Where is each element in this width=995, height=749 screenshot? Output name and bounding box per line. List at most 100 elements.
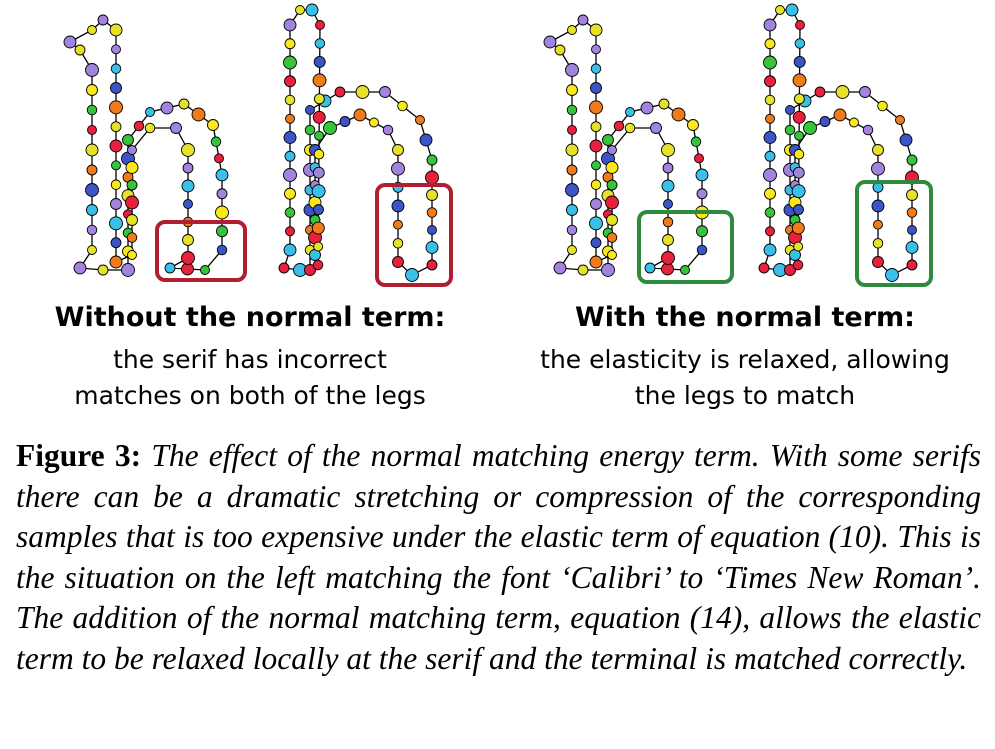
- right-sans-h-sample-dot: [589, 139, 603, 153]
- left-sans-h-sample-dot: [160, 101, 174, 115]
- right-serif-h-sample-dot: [764, 150, 776, 162]
- right-serif-h-sample-dot: [906, 189, 918, 201]
- right-sans-h-sample-dot: [696, 244, 708, 256]
- right-sans-h-sample-dot: [565, 63, 579, 77]
- left-serif-h-sample-dot: [426, 189, 438, 201]
- right-serif-h-sample-dot: [859, 86, 871, 98]
- left-sans-h-sample-dot: [200, 265, 210, 275]
- left-sans-h-sample-dot: [111, 160, 121, 171]
- left-serif-h-sample-dot: [285, 226, 295, 237]
- right-sans-h-sample-dot: [690, 136, 702, 147]
- left-serif-h-sample-dot: [392, 144, 404, 156]
- left-serif-h-sample-dot: [284, 207, 296, 218]
- right-sans-h-sample-dot: [554, 44, 566, 56]
- left-serif-h-sample-dot: [426, 207, 438, 218]
- right-sans-h-sample-dot: [662, 234, 674, 246]
- right-serif-h-sample-dot: [785, 3, 799, 17]
- right-serif-h-sample-dot: [791, 184, 806, 199]
- right-serif-h-sample-dot: [862, 124, 874, 136]
- left-sans-h-sample-dot: [85, 63, 99, 77]
- left-sans-h-sample-dot: [144, 122, 156, 134]
- left-sans-h-sample-dot: [181, 251, 195, 265]
- right-serif-h-sample-dot: [872, 144, 884, 156]
- left-sans-h-sample-dot: [191, 107, 206, 122]
- panel-right-heading: With the normal term:: [575, 302, 915, 333]
- left-serif-h-sample-dot: [284, 187, 296, 200]
- right-serif-h-sample-dot: [872, 256, 884, 268]
- right-sans-h-sample-dot: [589, 100, 603, 115]
- left-sans-h-sample-dot: [86, 164, 98, 176]
- right-serif-h-sample-dot: [895, 115, 905, 125]
- left-serif-h-sample-dot: [285, 113, 295, 124]
- right-serif-h-sample-dot: [764, 187, 776, 200]
- left-sans-h-sample-dot: [207, 119, 219, 131]
- right-sans-h-sample-dot: [661, 251, 675, 265]
- right-sans-h-sample-dot: [607, 250, 617, 260]
- left-serif-h-sample-dot: [427, 225, 437, 235]
- right-sans-h-sample-dot: [543, 35, 557, 49]
- left-serif-h-sample-dot: [339, 116, 351, 127]
- right-sans-h-sample-dot: [589, 216, 603, 231]
- right-sans-h-sample-dot: [607, 145, 617, 155]
- right-serif-h-sample-dot: [792, 73, 807, 88]
- left-serif-h-sample-dot: [283, 168, 297, 182]
- right-serif-h-sample-dot: [873, 219, 883, 230]
- right-serif-h-sample-dot: [764, 94, 776, 106]
- left-serif-h-sample-dot: [305, 3, 319, 17]
- highlight-box-right-leg: [855, 180, 933, 287]
- right-serif-h-sample-dot: [795, 20, 805, 30]
- left-serif-h-outline: [283, 9, 433, 276]
- left-sans-h-sample-dot: [110, 63, 122, 74]
- right-sans-h-sample-dot: [661, 179, 675, 193]
- left-serif-h-sample-dot: [397, 100, 408, 112]
- right-sans-h-sample-dot: [591, 160, 601, 171]
- left-sans-h-sample-dot: [126, 179, 138, 191]
- right-sans-h-sample-dot: [661, 143, 675, 157]
- right-serif-h-sample-dot: [792, 110, 806, 124]
- right-serif-h-sample-dot: [792, 259, 804, 271]
- right-sans-h-sample-dot: [567, 125, 577, 135]
- left-serif-h-sample-dot: [314, 38, 326, 49]
- right-serif-h-sample-dot: [906, 259, 918, 271]
- right-serif-h-sample-dot: [763, 131, 777, 144]
- right-sans-h-sample-dot: [625, 107, 635, 117]
- panel-left-description-line-2: matches on both of the legs: [74, 381, 426, 410]
- right-serif-h-sample-dot: [764, 38, 776, 50]
- left-serif-h-sample-dot: [284, 94, 296, 106]
- left-sans-h-sample-dot: [85, 183, 99, 197]
- right-serif-h-sample-dot: [906, 207, 918, 218]
- left-sans-h-sample-dot: [133, 120, 145, 132]
- right-serif-h-sample-dot: [835, 85, 850, 99]
- left-sans-h-sample-dot: [178, 98, 190, 110]
- right-sans-h-sample-dot: [602, 134, 614, 146]
- right-sans-h-sample-dot: [696, 225, 708, 238]
- left-serif-h-sample-dot: [311, 184, 326, 199]
- right-serif-h-sample-dot: [871, 161, 885, 176]
- right-serif-h-sample-dot: [872, 238, 884, 249]
- right-sans-h-sample-dot: [567, 245, 577, 255]
- right-sans-h-sample-dot: [590, 198, 602, 210]
- left-serif-h-sample-dot: [415, 115, 425, 125]
- left-sans-h-sample-dot: [216, 188, 228, 200]
- right-serif-h-sample-dot: [877, 100, 888, 112]
- right-serif-h-sample-dot: [849, 117, 859, 128]
- right-sans-h-sample-dot: [589, 23, 603, 37]
- left-sans-h-sample-dot: [216, 244, 228, 256]
- right-serif-h-sample-dot: [814, 86, 826, 98]
- right-serif-h-sample-dot: [819, 116, 831, 127]
- left-serif-h-sample-dot: [283, 243, 297, 257]
- right-serif-h-sample-dot: [763, 55, 777, 70]
- left-sans-h-sample-dot: [215, 168, 229, 182]
- figure-illustration: [63, 3, 933, 287]
- left-serif-h-sample-dot: [312, 166, 325, 179]
- right-serif-h-sample-dot: [775, 5, 785, 15]
- left-sans-h-sample-dot: [127, 145, 137, 155]
- left-sans-h-sample-dot: [110, 237, 122, 249]
- right-serif-h-sample-dot: [794, 130, 805, 141]
- left-sans-h-sample-dot: [109, 23, 123, 37]
- left-sans-h-sample-dot: [86, 84, 98, 96]
- left-serif-h-sample-dot: [295, 5, 305, 15]
- right-serif-h-sample-dot: [764, 207, 776, 218]
- left-sans-h-sample-dot: [86, 104, 98, 116]
- left-sans-h-sample-dot: [170, 122, 182, 134]
